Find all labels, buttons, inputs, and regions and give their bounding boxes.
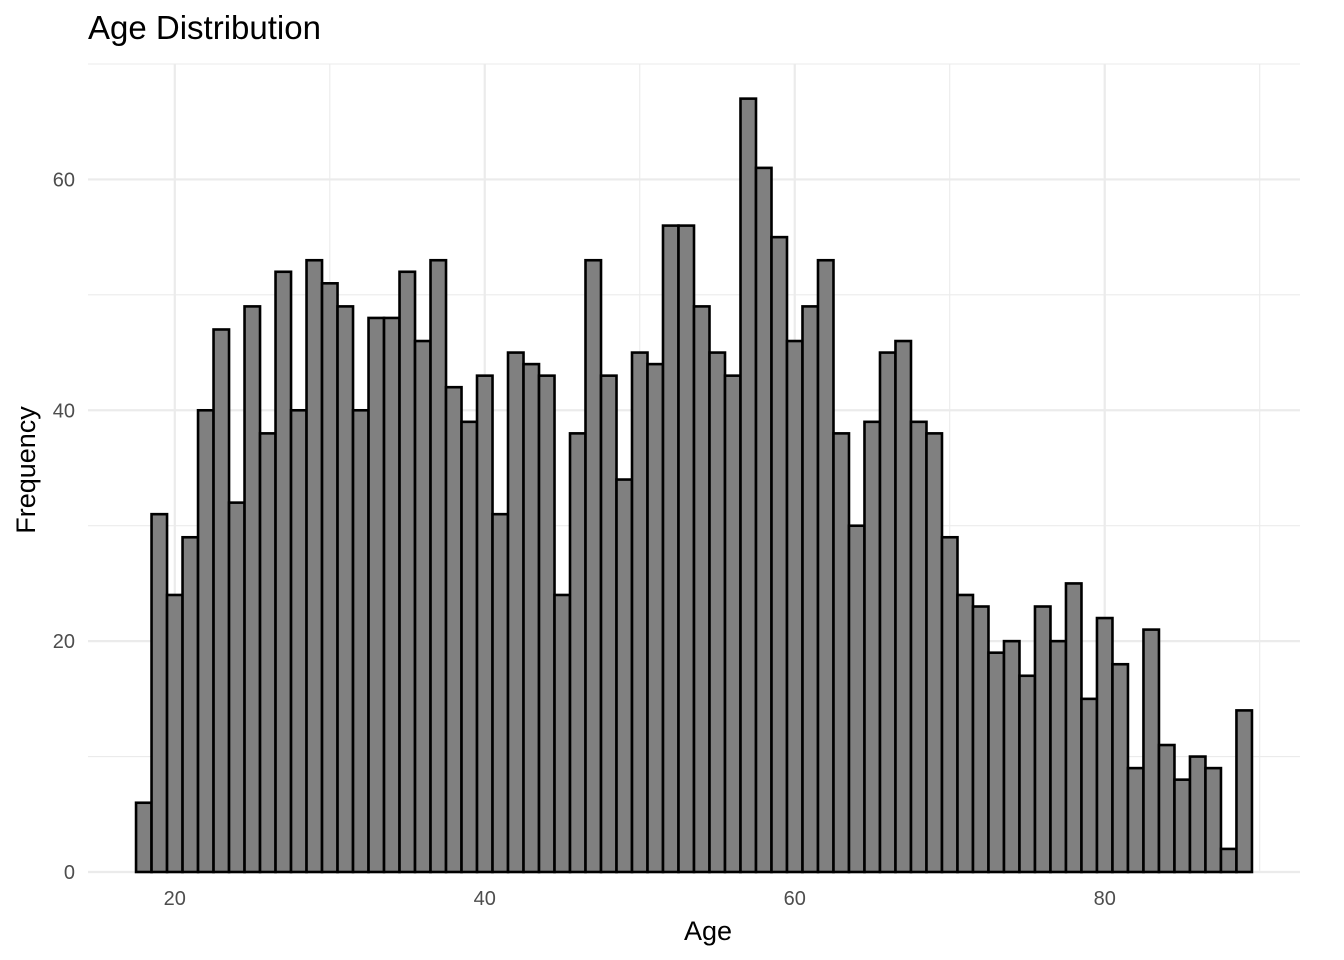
histogram-bar bbox=[165, 593, 184, 874]
histogram-bar bbox=[1095, 616, 1114, 874]
histogram-bar bbox=[491, 512, 510, 874]
histogram-bar bbox=[367, 316, 386, 874]
histogram-bar bbox=[832, 432, 851, 874]
histogram-bar bbox=[1018, 674, 1037, 874]
histogram-bar bbox=[522, 362, 541, 874]
histogram-bar bbox=[1235, 709, 1254, 874]
histogram-bar bbox=[785, 339, 804, 874]
histogram-bar bbox=[460, 420, 479, 874]
y-tick-label: 40 bbox=[53, 400, 75, 422]
histogram-bar bbox=[615, 478, 634, 874]
histogram-bar bbox=[243, 305, 262, 874]
histogram-bar bbox=[630, 351, 649, 874]
histogram-bar bbox=[1204, 766, 1223, 874]
histogram-bar bbox=[754, 166, 773, 874]
histogram-bar bbox=[475, 374, 494, 874]
y-tick-label: 60 bbox=[53, 169, 75, 191]
histogram-bar bbox=[956, 593, 975, 874]
histogram-bar bbox=[1002, 639, 1021, 874]
histogram-bar bbox=[1080, 697, 1099, 874]
histogram-bar bbox=[413, 339, 432, 874]
histogram-bar bbox=[227, 501, 246, 874]
x-axis-title: Age bbox=[684, 916, 732, 946]
y-tick-label: 0 bbox=[64, 862, 75, 884]
histogram-bar bbox=[553, 593, 572, 874]
histogram-bar bbox=[584, 258, 603, 874]
histogram-bar bbox=[1064, 582, 1083, 874]
histogram-bar bbox=[398, 270, 417, 874]
histogram-bar bbox=[336, 305, 355, 874]
histogram-bar bbox=[274, 270, 293, 874]
histogram-bar bbox=[708, 351, 727, 874]
histogram-bar bbox=[894, 339, 913, 874]
histogram-bar bbox=[506, 351, 525, 874]
histogram-bar bbox=[816, 258, 835, 874]
histogram-bar bbox=[1188, 755, 1207, 874]
histogram-bar bbox=[770, 235, 789, 874]
histogram-bar bbox=[258, 432, 277, 874]
histogram-bar bbox=[537, 374, 556, 874]
histogram-bar bbox=[878, 351, 897, 874]
histogram-bar bbox=[444, 385, 463, 874]
histogram-bar bbox=[739, 97, 758, 874]
chart-title: Age Distribution bbox=[88, 9, 321, 46]
histogram-bar bbox=[320, 282, 339, 874]
histogram-bar bbox=[1173, 778, 1192, 874]
histogram-bar bbox=[863, 420, 882, 874]
histogram-bar bbox=[677, 224, 696, 874]
histogram-bar bbox=[925, 432, 944, 874]
histogram-bar bbox=[847, 524, 866, 874]
histogram-bar bbox=[801, 305, 820, 874]
histogram-bar bbox=[1049, 639, 1068, 874]
histogram-bar bbox=[987, 651, 1006, 874]
histogram-bar bbox=[305, 258, 324, 874]
tick-labels: 20 40 60 80 0 20 40 60 bbox=[53, 169, 1116, 910]
y-tick-label: 20 bbox=[53, 631, 75, 653]
histogram-bar bbox=[940, 535, 959, 874]
histogram-bar bbox=[212, 328, 231, 874]
histogram-bar bbox=[661, 224, 680, 874]
histogram-bar bbox=[351, 408, 370, 874]
histogram-bar bbox=[1111, 662, 1130, 874]
histogram-bar bbox=[646, 362, 665, 874]
histogram-bar bbox=[599, 374, 618, 874]
histogram-bar bbox=[723, 374, 742, 874]
histogram-bar bbox=[150, 512, 169, 874]
x-tick-label: 80 bbox=[1094, 888, 1116, 910]
histogram-bars bbox=[134, 97, 1254, 874]
histogram-bar bbox=[971, 605, 990, 874]
histogram-bar bbox=[1033, 605, 1052, 874]
x-tick-label: 60 bbox=[784, 888, 806, 910]
histogram-bar bbox=[196, 408, 215, 874]
histogram-bar bbox=[382, 316, 401, 874]
histogram-bar bbox=[1219, 847, 1238, 874]
histogram-bar bbox=[181, 535, 200, 874]
x-tick-label: 40 bbox=[474, 888, 496, 910]
histogram-bar bbox=[568, 432, 587, 874]
histogram-bar bbox=[1142, 628, 1161, 874]
histogram-bar bbox=[429, 258, 448, 874]
x-tick-label: 20 bbox=[164, 888, 186, 910]
histogram-bar bbox=[909, 420, 928, 874]
histogram-bar bbox=[1157, 743, 1176, 874]
histogram-bar bbox=[289, 408, 308, 874]
y-axis-title: Frequency bbox=[11, 406, 41, 534]
histogram-bar bbox=[692, 305, 711, 874]
histogram-bar bbox=[134, 801, 153, 874]
histogram-bar bbox=[1126, 766, 1145, 874]
